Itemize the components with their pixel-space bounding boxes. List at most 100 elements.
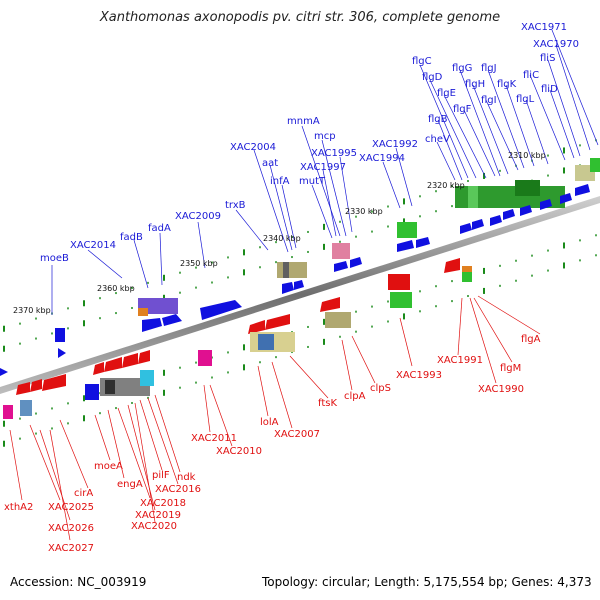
gene-label[interactable]: flgF <box>453 104 472 115</box>
gene-label[interactable]: XAC1997 <box>300 162 346 173</box>
gene-label[interactable]: flgE <box>437 88 456 99</box>
gene-label[interactable]: XAC2026 <box>48 523 94 534</box>
gene-label[interactable]: XAC2009 <box>175 211 221 222</box>
arrow-ndk[interactable] <box>138 350 150 364</box>
arrow-flgG[interactable] <box>540 199 552 210</box>
arrow-fadB[interactable] <box>142 318 162 332</box>
gene-block-trxB[interactable] <box>277 262 307 278</box>
gene-label[interactable]: flgI <box>481 95 497 106</box>
gene-label[interactable]: cheV <box>425 134 450 145</box>
gene-block-pilF[interactable] <box>140 370 154 386</box>
arrow-flgE[interactable] <box>503 209 515 220</box>
gene-block-XAC2026[interactable] <box>20 400 32 416</box>
gene-label[interactable]: fliD <box>541 84 558 95</box>
gene-label[interactable]: flgH <box>465 79 485 90</box>
gene-label[interactable]: flgL <box>516 94 535 105</box>
gene-label[interactable]: XAC1970 <box>533 39 579 50</box>
gene-label[interactable]: pilF <box>152 470 170 481</box>
gene-label[interactable]: flgA <box>521 334 541 345</box>
arrow-XAC2007[interactable] <box>265 314 290 330</box>
gene-label[interactable]: flgG <box>452 63 472 74</box>
gene-label[interactable]: XAC1992 <box>372 139 418 150</box>
gene-label[interactable]: engA <box>117 479 143 490</box>
arrow-mutT[interactable] <box>350 257 362 268</box>
arrow-aat[interactable] <box>282 282 294 294</box>
gene-label[interactable]: XAC2004 <box>230 142 276 153</box>
gene-block-moeB[interactable] <box>55 328 65 342</box>
arrow-XAC1994[interactable] <box>397 240 414 252</box>
arrow-XAC2009[interactable] <box>200 300 242 320</box>
gene-block-trxB-grey[interactable] <box>283 262 289 278</box>
gene-label[interactable]: XAC2010 <box>216 446 262 457</box>
arrow-XAC1992[interactable] <box>416 237 430 248</box>
arrow-flgF[interactable] <box>520 205 532 216</box>
gene-label[interactable]: flgC <box>412 56 432 67</box>
gene-block-XAC1994[interactable] <box>397 222 417 238</box>
gene-label[interactable]: XAC1990 <box>478 384 524 395</box>
gene-label[interactable]: XAC2019 <box>135 510 181 521</box>
gene-label[interactable]: lolA <box>260 417 279 428</box>
gene-block-fad-orange[interactable] <box>138 308 148 316</box>
arrow-edge-left[interactable] <box>0 368 8 376</box>
gene-label[interactable]: mcp <box>314 131 336 142</box>
arrow-xthA2[interactable] <box>16 382 30 395</box>
gene-label[interactable]: infA <box>270 176 290 187</box>
gene-label[interactable]: ndk <box>177 472 196 483</box>
gene-label[interactable]: XAC2025 <box>48 502 94 513</box>
gene-label[interactable]: mnmA <box>287 116 320 127</box>
gene-label[interactable]: flgB <box>428 114 448 125</box>
gene-label[interactable]: aat <box>262 158 278 169</box>
arrow-XAC2016[interactable] <box>122 353 138 368</box>
gene-label[interactable]: xthA2 <box>4 502 33 513</box>
gene-label[interactable]: XAC2016 <box>155 484 201 495</box>
gene-label[interactable]: XAC1991 <box>437 355 483 366</box>
gene-block-XAC1993b[interactable] <box>390 292 412 308</box>
gene-label[interactable]: XAC2018 <box>140 498 186 509</box>
arrow-cirA[interactable] <box>42 374 66 391</box>
gene-label[interactable]: moeB <box>40 253 69 264</box>
gene-label[interactable]: flgM <box>500 363 521 374</box>
gene-label[interactable]: fliC <box>523 70 539 81</box>
gene-label[interactable]: XAC2011 <box>191 433 237 444</box>
gene-label[interactable]: moeA <box>94 461 123 472</box>
gene-block-flgA[interactable] <box>462 266 472 282</box>
arrow-fliD[interactable] <box>575 184 590 196</box>
arrow-moeB[interactable] <box>58 348 66 358</box>
gene-label[interactable]: cirA <box>74 488 93 499</box>
arrow-ftsK[interactable] <box>320 297 340 312</box>
arrow-moeA[interactable] <box>93 362 104 375</box>
gene-label[interactable]: mutT <box>299 176 326 187</box>
arrow-mnmA[interactable] <box>334 261 348 272</box>
gene-label[interactable]: fadB <box>120 232 143 243</box>
gene-block-flg-dark[interactable] <box>515 180 540 196</box>
gene-label[interactable]: XAC2027 <box>48 543 94 554</box>
gene-label[interactable]: fadA <box>148 223 171 234</box>
gene-label[interactable]: XAC1993 <box>396 370 442 381</box>
arrow-fliC[interactable] <box>560 193 572 204</box>
gene-block-XAC2011[interactable] <box>198 350 212 366</box>
gene-block-flg-light[interactable] <box>468 186 478 208</box>
gene-block-edge[interactable] <box>590 158 600 172</box>
gene-block-engA[interactable] <box>85 384 99 400</box>
arrow-flgD[interactable] <box>490 215 502 226</box>
gene-label[interactable]: XAC1971 <box>521 22 567 33</box>
gene-label[interactable]: ftsK <box>318 398 337 409</box>
gene-label[interactable]: flgJ <box>481 63 497 74</box>
arrow-XAC2025[interactable] <box>30 379 42 392</box>
gene-block-mnmA[interactable] <box>332 243 350 259</box>
gene-label[interactable]: XAC2020 <box>131 521 177 532</box>
gene-label[interactable]: XAC2014 <box>70 240 116 251</box>
gene-label[interactable]: clpA <box>344 391 366 402</box>
arrow-lolA[interactable] <box>248 320 265 334</box>
gene-label[interactable]: XAC2007 <box>274 429 320 440</box>
arrow-engA[interactable] <box>104 357 122 372</box>
arrow-fadA[interactable] <box>162 314 182 326</box>
gene-label[interactable]: trxB <box>225 200 246 211</box>
gene-label[interactable]: XAC1994 <box>359 153 405 164</box>
gene-block-lolA-blue[interactable] <box>258 334 274 350</box>
gene-block-XAC1993[interactable] <box>388 274 410 290</box>
arrow-flgB[interactable] <box>460 223 472 234</box>
gene-label[interactable]: flgK <box>497 79 517 90</box>
gene-label[interactable]: flgD <box>422 72 443 83</box>
arrow-infA[interactable] <box>294 280 304 290</box>
